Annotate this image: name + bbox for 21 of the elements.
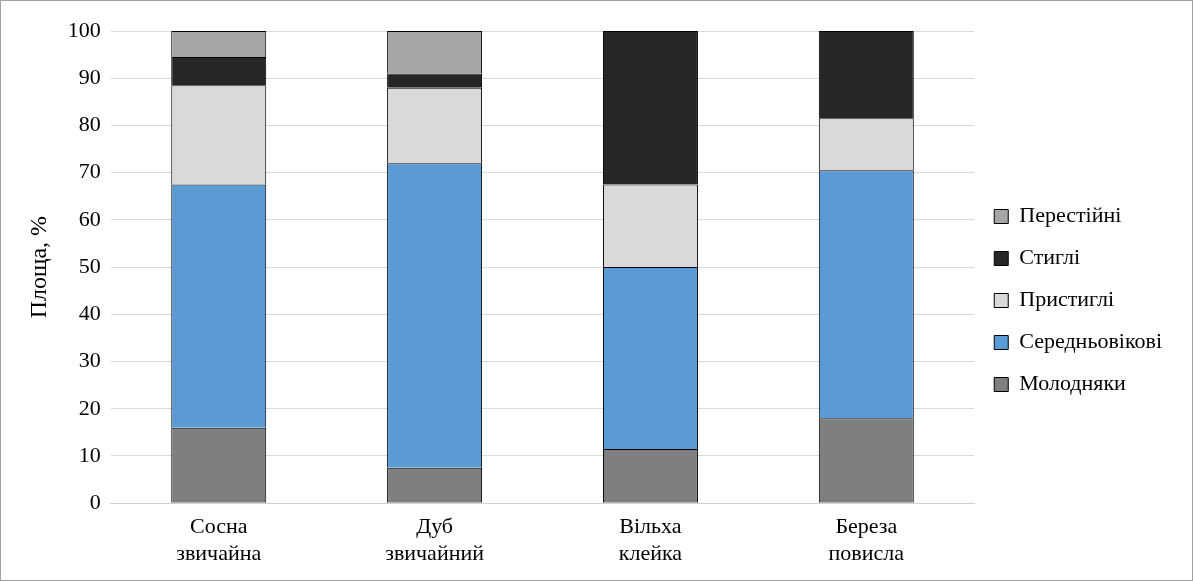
x-tick-label: Дуб звичайний: [385, 513, 485, 565]
y-tick-label: 70: [78, 158, 101, 184]
x-tick-label: Сосна звичайна: [176, 513, 262, 565]
y-tick-label: 20: [78, 394, 101, 420]
y-tick-label: 100: [67, 16, 101, 42]
y-tick-label: 0: [89, 488, 101, 514]
legend-label: Перестійні: [1019, 202, 1122, 228]
y-tick-label: 90: [78, 64, 101, 89]
legend-label: Пристиглі: [1019, 286, 1115, 312]
legend-label: Стиглі: [1019, 244, 1081, 270]
y-axis-title: Площа, %: [24, 215, 51, 319]
x-tick-label: Вільха клейка: [618, 513, 683, 565]
legend-label: Середньовікові: [1019, 328, 1163, 354]
x-tick-label: Береза повисла: [828, 513, 905, 565]
y-tick-label: 60: [78, 205, 101, 231]
y-tick-label: 10: [78, 441, 101, 467]
y-tick-label: 50: [78, 252, 101, 278]
y-tick-label: 80: [78, 111, 101, 137]
y-tick-label: 30: [78, 347, 101, 373]
y-tick-label: 40: [78, 300, 101, 326]
legend-label: Молодняки: [1019, 370, 1127, 396]
